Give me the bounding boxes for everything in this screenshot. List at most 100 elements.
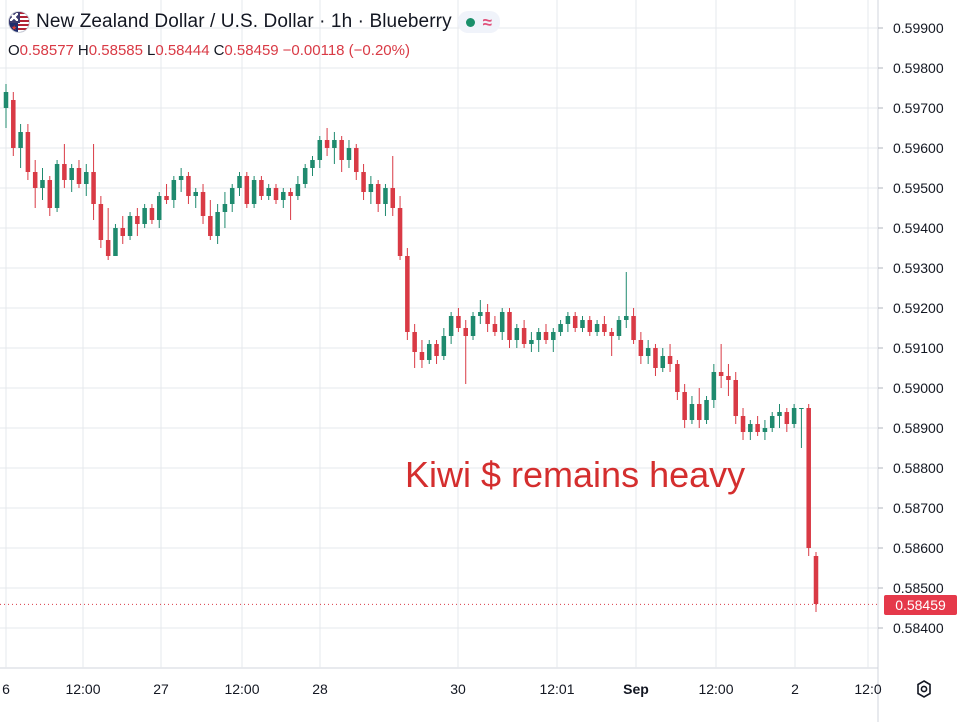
candle [485,304,490,332]
x-tick-label: 12:00 [224,681,259,697]
candle-body [244,176,250,204]
candle [397,196,403,260]
candle-body [171,180,177,200]
y-tick-label: 0.58800 [893,460,944,476]
candle-body [412,332,417,352]
candle-body [346,148,352,160]
open-value: 0.58577 [19,42,74,59]
candle [105,208,111,260]
candle-body [521,328,527,344]
candle [324,128,330,156]
close-value: 0.58459 [224,42,279,59]
candle [769,412,775,432]
candle [711,364,717,408]
candle-body [543,332,549,340]
symbol-title[interactable]: New Zealand Dollar / U.S. Dollar · 1h · … [36,11,452,32]
candle-body [76,168,82,184]
candle [47,176,53,216]
candle-body [485,312,490,324]
candle-body [499,312,505,332]
status-pill[interactable]: ≈ [457,11,501,33]
candle [229,184,235,212]
candle-body [704,400,709,420]
candle [777,404,782,428]
annotation-text[interactable]: Kiwi $ remains heavy [405,454,746,495]
x-tick-label: 27 [153,681,169,697]
candle-body [769,416,775,428]
candle-body [631,316,636,340]
price-axis[interactable]: 0.59900 0.59800 0.59700 0.59600 0.59500 0.594… [878,20,944,636]
settings-icon[interactable] [914,679,934,699]
candle-body [127,216,133,236]
candle [113,224,118,256]
candle [653,344,658,376]
candle [675,360,680,400]
low-label: L [146,42,156,59]
candle-body [84,172,89,184]
candle [645,340,651,364]
candle-body [426,344,432,360]
change-value: −0.00118 (−0.20%) [282,42,410,59]
candle-body [609,332,614,336]
y-tick-label: 0.59300 [893,260,944,276]
candle-body [383,188,388,204]
candle-body [18,132,23,148]
x-tick-label: 12:01 [539,681,574,697]
candle-body [273,188,279,200]
candle [120,216,126,244]
y-tick-label: 0.58400 [893,620,944,636]
open-label: O [8,42,20,59]
candle-body [156,196,162,220]
candle-body [164,196,169,200]
candle [514,324,520,348]
candle [616,316,622,340]
candle [208,200,213,240]
candle-body [91,172,96,204]
candle [361,164,366,200]
candle [281,188,286,208]
candle-body [251,180,257,204]
candle-body [806,408,811,548]
candle-body [368,184,374,192]
ohlc-legend: O0.58577 H0.58585 L0.58444 C0.58459 −0.0… [8,42,410,59]
candle [784,408,790,432]
candle [667,344,673,372]
candle [259,176,264,200]
candle-body [682,392,687,420]
candle-body [587,320,593,332]
candle [135,208,140,236]
candle-body [390,188,396,208]
candle [186,172,191,204]
candle-body [215,212,220,236]
candle-body [572,316,578,328]
candle [813,552,819,612]
x-tick-label: 2 [791,681,799,697]
candle [332,132,337,164]
candle-body [302,168,308,184]
candle-body [675,364,680,392]
candle [755,416,760,436]
x-tick-label: 12:00 [65,681,100,697]
candle [733,372,738,424]
x-tick-label: 28 [312,681,328,697]
time-axis[interactable]: 6 12:00 27 12:00 28 30 12:01 Sep 12:00 2 12:0 [2,681,882,697]
y-tick-label: 0.59500 [893,180,944,196]
candle-body [288,192,293,196]
waves-icon: ≈ [482,12,493,32]
candle [288,188,293,220]
close-label: C [213,42,225,59]
low-value: 0.58444 [155,42,210,59]
candle-body [193,192,198,196]
high-value: 0.58585 [88,42,143,59]
candle-body [696,404,702,420]
candle [726,364,731,396]
candle [18,124,23,168]
candle [156,192,162,228]
candle-body [178,176,184,180]
candle-body [507,312,512,340]
candle-body [281,192,286,200]
y-tick-label: 0.58700 [893,500,944,516]
candle [558,320,563,336]
y-tick-label: 0.59800 [893,60,944,76]
